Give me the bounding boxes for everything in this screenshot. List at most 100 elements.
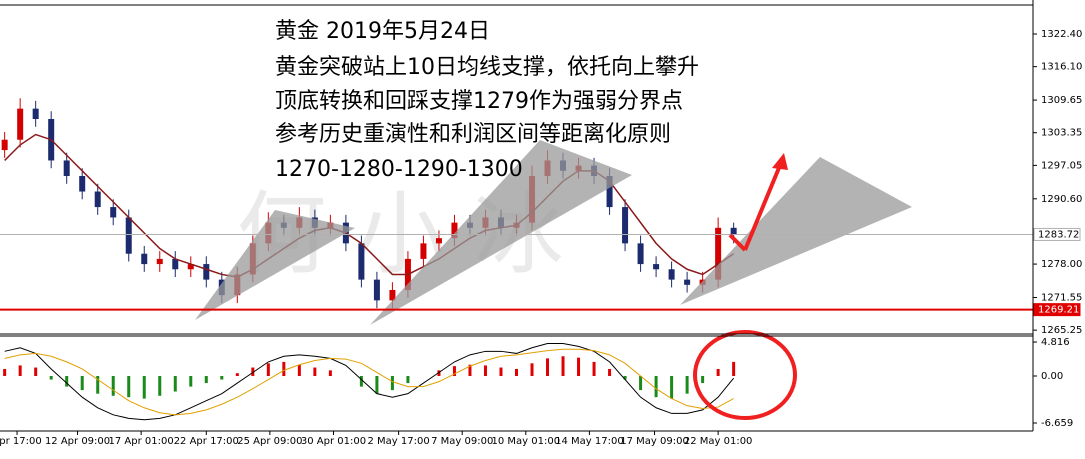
histogram-bar: [515, 368, 518, 377]
y-tick-label: 1290.60: [1041, 194, 1082, 205]
candle-body: [172, 258, 179, 270]
histogram-bar: [639, 376, 643, 391]
histogram-bar: [127, 376, 131, 398]
annotation: 黄金突破站上10日均线支撑，依托向上攀升: [275, 55, 699, 80]
candle-body: [715, 227, 722, 280]
annotation: 顶底转换和回踩支撑1279作为强弱分界点: [275, 89, 683, 114]
annotation: 参考历史重演性和利润区间等距离化原则: [275, 122, 671, 147]
histogram-bar: [189, 376, 193, 387]
triangle: [195, 210, 355, 320]
y-tick-label: 1303.35: [1041, 128, 1082, 139]
histogram-bar: [297, 364, 301, 377]
histogram-bar: [96, 376, 100, 394]
histogram-bar: [158, 376, 162, 396]
level-label: 1269.21: [1038, 305, 1079, 316]
histogram-bar: [220, 376, 224, 380]
histogram-bar: [18, 365, 22, 377]
histogram-bar: [65, 376, 69, 387]
histogram-bar: [608, 368, 612, 377]
x-tick-label: 14 May 17:00: [555, 436, 624, 447]
x-tick-label: 10 May 01:00: [492, 436, 561, 447]
indicator-line: [4, 343, 735, 421]
candle-body: [435, 238, 442, 244]
candle-body: [637, 243, 644, 265]
candle-body: [63, 160, 70, 176]
histogram-bar: [530, 363, 534, 377]
histogram-bar: [685, 376, 689, 394]
indicator-line: [4, 348, 734, 416]
y-tick-label: 1316.10: [1041, 62, 1082, 73]
candle-body: [420, 243, 427, 259]
candle-body: [653, 264, 660, 270]
histogram-bar: [80, 376, 84, 391]
candle-body: [125, 217, 132, 254]
histogram-bar: [406, 376, 410, 384]
candle-body: [32, 108, 39, 119]
histogram-bar: [266, 363, 270, 377]
y-tick-label: 1297.05: [1041, 160, 1082, 171]
histogram-bar: [483, 365, 487, 377]
histogram-bar: [34, 367, 38, 377]
candle-body: [389, 289, 396, 301]
histogram-bar: [142, 376, 146, 399]
x-tick-label: 2 May 17:00: [368, 436, 430, 447]
histogram-bar: [282, 361, 286, 377]
x-tick-label: 22 Apr 17:00: [174, 436, 239, 447]
circle: [693, 330, 797, 420]
histogram-bar: [452, 366, 456, 377]
histogram-bar: [468, 364, 472, 377]
x-tick-label: 7 May 09:00: [431, 436, 493, 447]
triangle: [680, 157, 912, 305]
y-tick-label: 1278.00: [1041, 259, 1082, 270]
candle-body: [187, 264, 194, 270]
histogram-bar: [251, 367, 255, 377]
x-tick-label: 25 Apr 09:00: [237, 436, 302, 447]
histogram-bar: [390, 376, 394, 391]
histogram-bar: [670, 376, 674, 399]
x-tick-label: 12 Apr 09:00: [45, 436, 110, 447]
arrow-head: [772, 153, 788, 170]
y-tick-label: 1271.55: [1041, 293, 1082, 304]
histogram-bar: [111, 376, 115, 396]
y-tick-label: 4.816: [1041, 337, 1070, 348]
candle-body: [668, 269, 675, 280]
candle-body: [451, 222, 458, 239]
histogram-bar: [204, 376, 208, 384]
candle-body: [373, 279, 380, 301]
candle-body: [1, 139, 8, 151]
y-tick-label: 1322.40: [1041, 29, 1082, 40]
histogram-bar: [313, 367, 317, 377]
candle-body: [684, 279, 691, 285]
x-tick-label: 22 May 01:00: [684, 436, 753, 447]
histogram-bar: [359, 376, 363, 387]
x-tick-label: 17 Apr 01:00: [109, 436, 174, 447]
histogram-bar: [716, 368, 720, 377]
histogram-bar: [235, 373, 239, 377]
histogram-bar: [701, 376, 705, 384]
annotation: 黄金 2019年5月24日: [275, 19, 490, 44]
histogram-bar: [437, 370, 441, 377]
histogram-bar: [328, 370, 332, 377]
annotation: 1270-1280-1290-1300: [275, 157, 523, 182]
histogram-bar: [499, 367, 503, 377]
candle-body: [156, 258, 163, 265]
x-tick-label: 17 May 09:00: [620, 436, 689, 447]
candle-body: [141, 253, 148, 265]
histogram-bar: [561, 356, 565, 377]
arrow: [743, 162, 783, 251]
candle-body: [730, 227, 737, 235]
candle-body: [203, 264, 210, 280]
y-tick-label: 1265.25: [1041, 325, 1082, 336]
arrow: [728, 233, 747, 252]
candle-body: [606, 175, 613, 208]
y-tick-label: -6.659: [1041, 418, 1073, 429]
level-label-box: [1033, 227, 1081, 241]
candle-body: [79, 175, 86, 192]
y-tick-label: 1309.65: [1041, 95, 1082, 106]
histogram-bar: [732, 361, 736, 377]
histogram-bar: [592, 361, 596, 377]
histogram-bar: [49, 376, 53, 380]
